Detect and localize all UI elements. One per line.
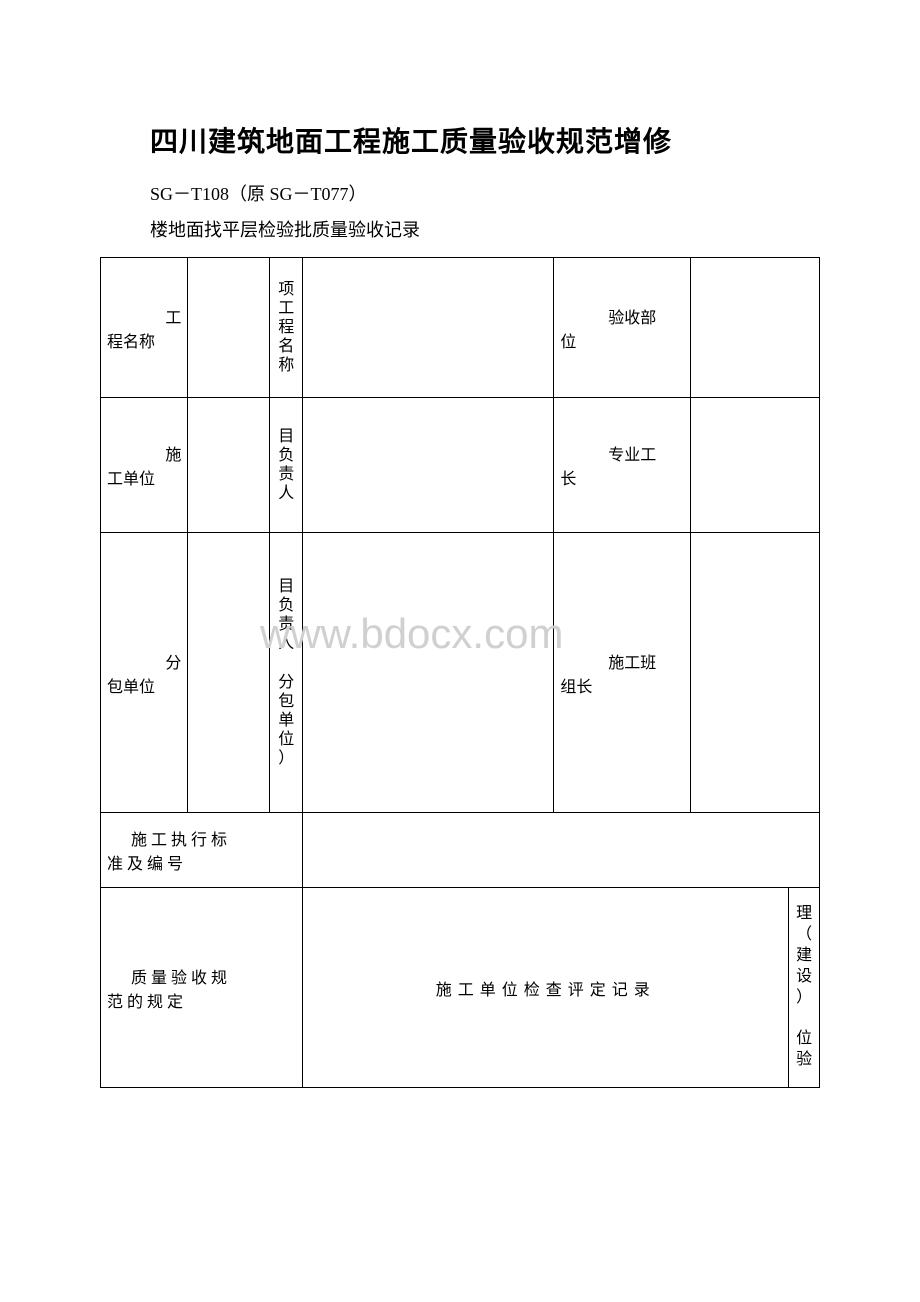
team-leader-label: 施工班 组长 (554, 533, 691, 813)
subcontractor-leader-label: 目负责人 分包单位） (270, 533, 303, 813)
document-title: 四川建筑地面工程施工质量验收规范增修 (100, 120, 820, 160)
table-row: 施工执行标 准及编号 (101, 813, 820, 888)
standard-number-label: 施工执行标 准及编号 (101, 813, 303, 888)
document-code: SG－T108（原 SG－T077） (100, 180, 820, 206)
project-leader-label: 目负责人 (270, 398, 303, 533)
subcontractor-leader-value (303, 533, 554, 813)
construction-unit-label: 施 工单位 (101, 398, 188, 533)
project-name-label: 工 程名称 (101, 258, 188, 398)
inspection-record-label: 施工单位检查评定记录 (303, 888, 789, 1088)
standard-number-value (303, 813, 820, 888)
quality-spec-label: 质量验收规 范的规定 (101, 888, 303, 1088)
project-leader-value (303, 398, 554, 533)
inspection-part-label: 验收部 位 (554, 258, 691, 398)
table-row: 质量验收规 范的规定 施工单位检查评定记录 理（建设） 位验 (101, 888, 820, 1088)
sub-project-label: 项工程名称 (270, 258, 303, 398)
foreman-label: 专业工 长 (554, 398, 691, 533)
table-row: 分 包单位 目负责人 分包单位） 施工班 组长 (101, 533, 820, 813)
supervisor-unit-label: 理（建设） 位验 (789, 888, 820, 1088)
construction-unit-value (188, 398, 270, 533)
sub-project-value (303, 258, 554, 398)
foreman-value (691, 398, 820, 533)
table-row: 工 程名称 项工程名称 验收部 位 (101, 258, 820, 398)
document-description: 楼地面找平层检验批质量验收记录 (100, 216, 820, 242)
subcontractor-value (188, 533, 270, 813)
inspection-form-table: 工 程名称 项工程名称 验收部 位 施 工单位 目负责人 专业工 长 分 (100, 257, 820, 1088)
project-name-value (188, 258, 270, 398)
table-row: 施 工单位 目负责人 专业工 长 (101, 398, 820, 533)
team-leader-value (691, 533, 820, 813)
subcontractor-label: 分 包单位 (101, 533, 188, 813)
inspection-part-value (691, 258, 820, 398)
